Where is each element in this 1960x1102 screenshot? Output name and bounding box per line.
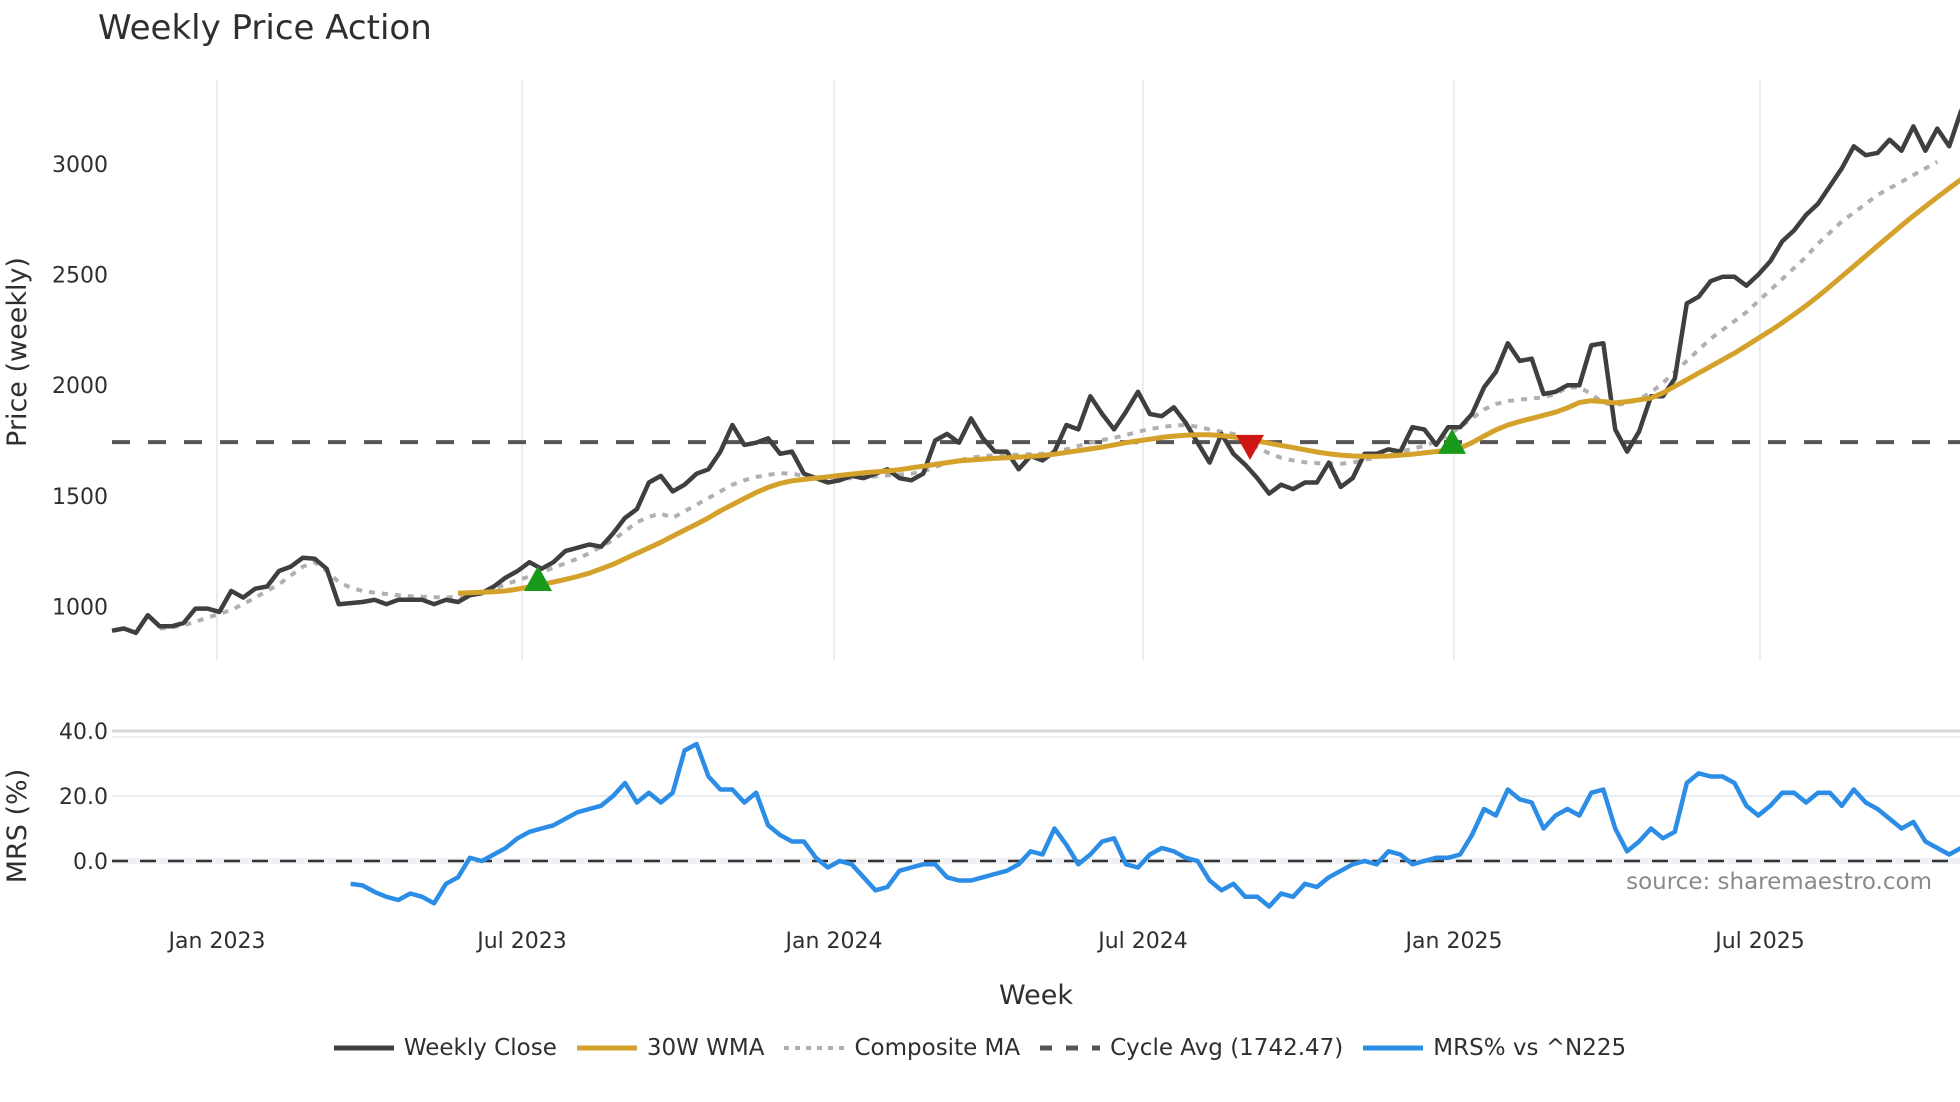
legend-item[interactable]: 30W WMA [576,1035,765,1061]
legend-swatch-icon [1363,1045,1424,1051]
legend-label: Composite MA [854,1035,1021,1061]
mrs-series [112,741,1960,909]
price-tick-label: 1500 [52,485,108,510]
legend-swatch-icon [784,1046,845,1050]
mrs-axis-ticks: 0.0 20.0 40.0 [59,720,108,875]
price-series [111,108,1960,636]
composite-ma-line [159,160,1939,631]
x-axis-title: Week [999,980,1073,1011]
mrs-tick-label: 0.0 [73,850,108,875]
price-tick-label: 2500 [52,264,108,289]
legend-label: Cycle Avg (1742.47) [1110,1035,1344,1061]
x-tick-label: Jan 2024 [784,929,883,954]
legend-label: MRS% vs ^N225 [1433,1035,1627,1061]
sell-signal-icon [1236,434,1264,461]
legend-swatch-icon [333,1045,394,1051]
legend-label: 30W WMA [646,1035,765,1061]
legend-swatch-icon [1040,1045,1101,1051]
buy-signal-icon [1438,428,1466,454]
x-tick-label: Jul 2025 [1713,929,1805,954]
mrs-line [350,741,1960,909]
source-note: source: sharemaestro.com [1626,869,1932,895]
weekly-close-line [111,108,1960,636]
signal-markers [524,428,1466,592]
mrs-gridlines [112,729,1960,797]
x-tick-label: Jul 2024 [1096,929,1188,954]
price-tick-label: 3000 [52,153,108,178]
legend-item[interactable]: Composite MA [784,1035,1020,1061]
mrs-y-axis-title: MRS (%) [2,769,33,884]
price-gridlines [216,80,1761,660]
legend-swatch-icon [576,1045,637,1051]
price-tick-label: 2000 [52,374,108,399]
buy-signal-icon [524,565,552,592]
legend-item[interactable]: Cycle Avg (1742.47) [1040,1035,1343,1061]
x-tick-label: Jan 2023 [167,929,266,954]
price-axis-ticks: 1000 1500 2000 2500 3000 [52,153,108,620]
mrs-tick-label: 40.0 [59,720,108,745]
legend-item[interactable]: MRS% vs ^N225 [1363,1035,1626,1061]
x-tick-label: Jan 2025 [1404,929,1503,954]
legend-item[interactable]: Weekly Close [333,1035,557,1061]
mrs-tick-label: 20.0 [59,785,108,810]
legend-label: Weekly Close [403,1035,557,1061]
price-y-axis-title: Price (weekly) [2,257,33,447]
x-tick-label: Jul 2023 [475,929,567,954]
price-tick-label: 1000 [52,595,108,620]
chart-title: Weekly Price Action [98,8,432,48]
legend: Weekly Close 30W WMA Composite MA Cycle Avg… [0,1035,1960,1061]
x-axis-ticks: Jan 2023 Jul 2023 Jan 2024 Jul 2024 Jan 2025… [167,929,1805,954]
wma-line [457,177,1960,596]
